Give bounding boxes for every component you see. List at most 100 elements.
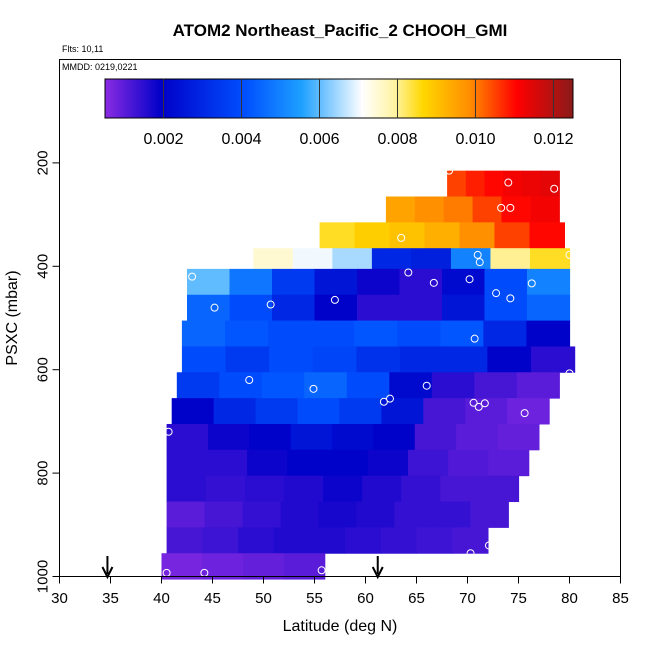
colorbar: 0.002 0.004 0.006 0.008 0.010 0.012 [104,78,574,148]
heatmap-cell [521,170,542,198]
heatmap-cell [280,501,320,528]
y-tick-label: 400 [35,254,52,279]
heatmap-cell [443,196,474,223]
heatmap-cell [414,196,445,223]
x-tick-label: 45 [204,590,221,607]
sample-point [504,178,513,187]
x-tick-label: 70 [459,590,476,607]
sample-point [474,402,483,411]
sample-point [309,384,318,393]
heatmap-cell [332,423,375,451]
y-tick-label: 1000 [35,560,52,593]
heatmap-cell [205,475,246,503]
sample-point [565,250,574,259]
heatmap-cell [526,320,571,347]
heatmap-cell [456,423,499,451]
heatmap-cell [385,196,416,223]
sample-point [550,184,559,193]
chart-title: ATOM2 Northeast_Pacific_2 CHOOH_GMI [173,21,508,40]
heatmap-cell [389,222,426,249]
x-tick-label: 50 [255,590,272,607]
x-tick-label: 80 [561,590,578,607]
sample-point [484,541,493,550]
heatmap-cell [431,372,475,399]
heatmap-cell [423,398,466,425]
heatmap-cell [327,449,369,477]
x-tick-label: 65 [408,590,425,607]
heatmap-cell [442,294,486,322]
heatmap-cell [161,553,203,580]
heatmap-cell [242,501,282,528]
flight-arrow [101,556,114,580]
heatmap-cell [357,268,401,296]
heatmap-cell [272,294,316,322]
heatmap-cell [484,170,504,198]
sample-point [506,203,515,212]
x-tick-label: 85 [612,590,629,607]
heatmap-cell [312,346,358,373]
heatmap-cell [318,501,358,528]
heatmap-cell [472,196,503,223]
heatmap-cell [540,170,560,198]
sample-point [506,294,515,303]
sample-point [330,295,339,304]
heatmap-cell [247,449,288,477]
heatmap-cell [401,475,441,503]
heatmap-cell [465,170,486,198]
sample-point [469,398,478,407]
flight-arrow [371,556,384,580]
x-tick-label: 60 [357,590,374,607]
heatmap-cell [202,527,239,554]
heatmap-cell [224,320,269,347]
heatmap-cell [166,475,207,503]
heatmap-cell [309,527,346,554]
heatmap-cell [400,346,445,373]
x-tick-label: 30 [51,590,68,607]
heatmap-cell [354,320,398,347]
heatmap-cell [459,222,496,249]
heatmap-cell [213,398,257,425]
heatmap-cell [399,268,443,296]
flights-label: Flts: 10,11 [62,44,103,54]
heatmap-cell [381,398,424,425]
heatmap-cell [202,553,244,580]
sample-point [492,289,501,298]
heatmap-cell [465,398,508,425]
heatmap-cell [373,423,416,451]
heatmap-cell [516,372,560,399]
x-tick-label: 55 [306,590,323,607]
heatmap-cell [479,475,520,503]
heatmap-cell [507,398,550,425]
heatmap-cell [187,294,231,322]
heatmap-cell [346,372,390,399]
heatmap-cell [181,320,226,347]
heatmap-cell [187,268,231,296]
heatmap-cell [354,222,391,249]
dates-label: MMDD: 0219,0221 [62,62,138,72]
heatmap-cell [488,449,530,477]
heatmap-cell [394,501,433,528]
heatmap-cell [249,423,292,451]
heatmap-cell [166,527,203,554]
sample-point [245,376,254,385]
heatmap-cell [319,222,356,249]
heatmap-cell [440,320,484,347]
heatmap-cell [356,346,401,373]
sample-points [162,166,574,577]
heatmap-cell [219,372,263,399]
colorbar-tick-label: 0.010 [455,131,495,148]
heatmap-cell [229,268,273,296]
heatmap-cell [261,372,305,399]
heatmap-cell [470,501,509,528]
heatmap-cell [166,423,209,451]
sample-point [429,278,438,287]
heatmap-cell [225,346,270,373]
heatmap-cell [501,196,531,223]
sample-point [466,549,475,558]
heatmap-cell [440,475,480,503]
heatmap-cell [171,398,215,425]
heatmap-cell [297,398,341,425]
heatmap-cell [408,449,449,477]
colorbar-tick-label: 0.012 [533,131,573,148]
heatmap-cell [484,268,528,296]
